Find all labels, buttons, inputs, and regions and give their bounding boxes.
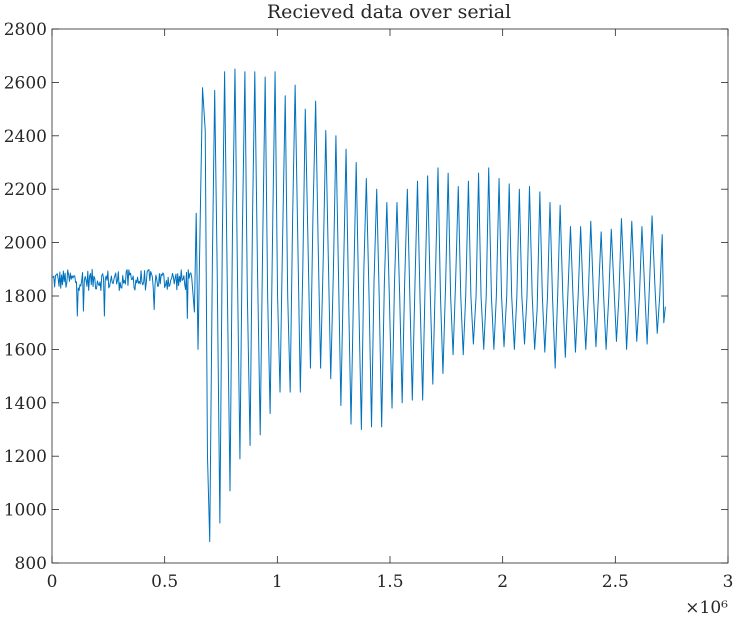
y-tick-label: 1200 bbox=[4, 447, 47, 467]
x-tick-label: 1.5 bbox=[376, 572, 403, 592]
y-tick-label: 1600 bbox=[4, 340, 47, 360]
y-tick-label: 2000 bbox=[4, 234, 47, 254]
chart-title: Recieved data over serial bbox=[267, 1, 511, 23]
plot-area bbox=[51, 28, 729, 564]
y-tick-label: 2600 bbox=[4, 73, 47, 93]
y-tick-label: 1800 bbox=[4, 287, 47, 307]
x-exponent-label: ×10⁶ bbox=[685, 598, 728, 618]
data-layer bbox=[51, 68, 666, 543]
x-tick-label: 2.5 bbox=[602, 572, 629, 592]
x-tick-label: 1 bbox=[272, 572, 283, 592]
x-tick-label: 2 bbox=[497, 572, 508, 592]
x-tick-label: 3 bbox=[723, 572, 734, 592]
y-tick-label: 800 bbox=[15, 554, 47, 574]
x-tick-label: 0.5 bbox=[151, 572, 178, 592]
data-series-line bbox=[51, 68, 666, 543]
y-tick-label: 1400 bbox=[4, 394, 47, 414]
y-tick-label: 2800 bbox=[4, 20, 47, 40]
x-tick-label: 0 bbox=[47, 572, 58, 592]
y-tick-label: 2200 bbox=[4, 180, 47, 200]
y-tick-label: 2400 bbox=[4, 127, 47, 147]
y-tick-label: 1000 bbox=[4, 501, 47, 521]
tick-layer: 800 1000 1200 1400 1600 1800 2000 2200 2400 2600 2… bbox=[4, 20, 734, 592]
